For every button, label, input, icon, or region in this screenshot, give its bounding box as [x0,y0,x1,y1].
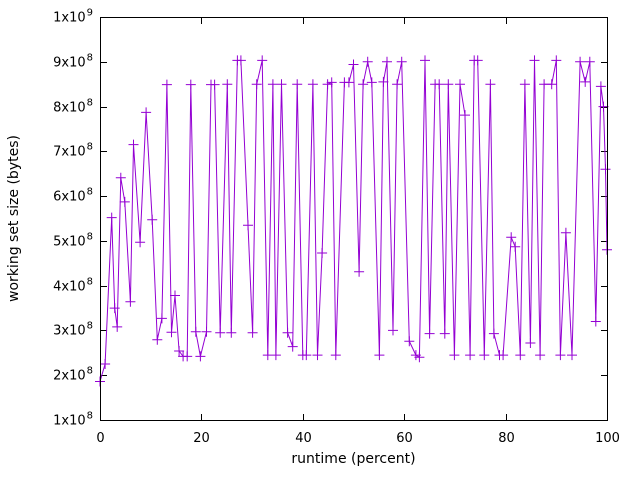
axis-tick-labels: 0 20 40 60 80 100 1x108 2x108 3x108 4x108 5x108 6x1… [53,8,620,447]
x-tick-label: 0 [96,431,104,446]
y-axis-label: working set size (bytes) [6,135,22,302]
y-tick-label: 8x108 [53,98,93,116]
y-tick-label: 7x108 [53,142,93,160]
x-tick-label: 80 [498,431,515,446]
y-tick-label: 3x108 [53,321,93,339]
y-tick-label: 1x108 [53,411,93,429]
x-tick-label: 20 [193,431,210,446]
x-tick-label: 40 [295,431,312,446]
plot-border [100,17,608,421]
x-tick-label: 100 [595,431,620,446]
y-tick-label: 4x108 [53,277,93,295]
y-tick-label: 2x108 [53,366,93,384]
x-tick-label: 60 [396,431,413,446]
y-tick-label: 9x108 [53,53,93,71]
y-tick-label: 1x109 [53,8,93,26]
x-axis-label: runtime (percent) [291,451,415,467]
y-tick-label: 5x108 [53,232,93,250]
y-tick-label: 6x108 [53,187,93,205]
series-line [99,59,608,382]
